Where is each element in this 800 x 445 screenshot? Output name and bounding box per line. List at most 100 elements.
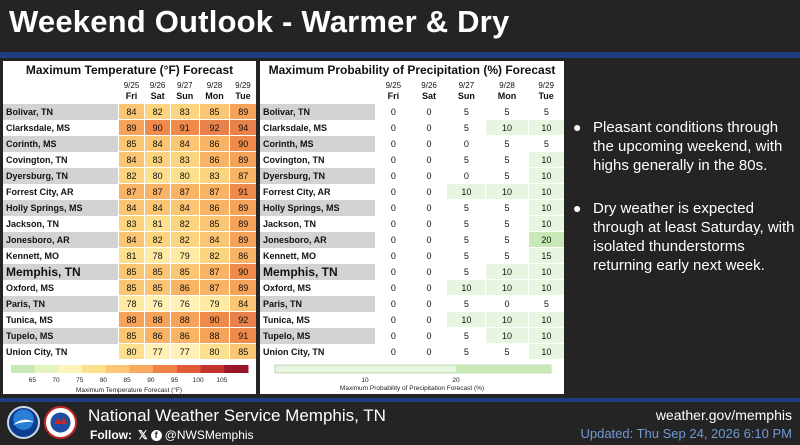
precip-legend-tick-20: 20 bbox=[452, 377, 460, 384]
temperature-cell: 82 bbox=[170, 215, 200, 232]
temperature-cell: 86 bbox=[198, 151, 230, 168]
table-row: Clarksdale, MS 0 0 5 10 10 bbox=[260, 119, 564, 136]
temp-legend-swatch bbox=[34, 365, 59, 373]
temp-legend-swatch bbox=[105, 365, 130, 373]
city-name: Tupelo, MS bbox=[3, 327, 119, 344]
city-name: Clarksdale, MS bbox=[6, 122, 71, 133]
facebook-icon[interactable]: f bbox=[150, 429, 162, 441]
precip-cell: 5 bbox=[485, 343, 529, 360]
precip-cell: 10 bbox=[446, 183, 486, 200]
temperature-cell: 85 bbox=[198, 104, 230, 120]
temperature-cell: 84 bbox=[170, 199, 200, 216]
precip-cell: 0 bbox=[375, 199, 412, 216]
city-name: Memphis, TN bbox=[260, 263, 376, 280]
day-header: 9/25 Fri bbox=[119, 78, 145, 104]
temperature-cell: 84 bbox=[144, 135, 171, 152]
temperature-cell: 80 bbox=[117, 343, 145, 360]
corner-cell bbox=[260, 78, 376, 104]
day-header: 9/29 Tue bbox=[230, 78, 256, 104]
precip-cell: 10 bbox=[485, 183, 529, 200]
temperature-cell: 89 bbox=[229, 151, 256, 168]
precip-cell: 5 bbox=[446, 247, 486, 264]
precip-cell: 0 bbox=[410, 263, 447, 280]
temperature-cell: 83 bbox=[198, 167, 230, 184]
table-row: Union City, TN 80 77 77 80 85 bbox=[3, 343, 256, 360]
temperature-cell: 87 bbox=[117, 183, 145, 200]
precipitation-panel: Maximum Probability of Precipitation (%)… bbox=[260, 61, 564, 394]
bullet-text: Dry weather is expected through at least… bbox=[593, 200, 795, 274]
date-label: 9/25 bbox=[385, 81, 402, 90]
table-row: Holly Springs, MS 84 84 84 86 89 bbox=[3, 199, 256, 216]
city-name: Paris, TN bbox=[260, 295, 376, 312]
precip-cell: 0 bbox=[410, 327, 447, 344]
precip-cell: 10 bbox=[527, 311, 564, 328]
bullet-text: Pleasant conditions through the upcoming… bbox=[593, 119, 783, 174]
day-label: Fri bbox=[125, 91, 138, 101]
temperature-cell: 84 bbox=[117, 104, 145, 120]
temperature-cell: 83 bbox=[144, 151, 171, 168]
day-label: Tue bbox=[235, 91, 251, 101]
website-link[interactable]: weather.gov/memphis bbox=[655, 407, 792, 423]
x-icon[interactable]: 𝕏 bbox=[138, 428, 148, 442]
city-name: Union City, TN bbox=[6, 346, 68, 357]
temperature-cell: 80 bbox=[170, 167, 200, 184]
temp-legend-swatch bbox=[224, 365, 249, 373]
temperature-cell: 91 bbox=[229, 327, 256, 344]
nws-logo-icon bbox=[44, 406, 77, 439]
precip-legend-tick-10: 10 bbox=[361, 377, 369, 384]
temperature-cell: 76 bbox=[144, 295, 171, 312]
table-row: Jackson, TN 83 81 82 85 89 bbox=[3, 215, 256, 232]
day-header: 9/26 Sat bbox=[411, 78, 447, 104]
temperature-cell: 84 bbox=[117, 199, 145, 216]
temperature-legend: 65 70 75 80 85 90 95 100 105 Maximum Temperature… bbox=[11, 365, 249, 394]
temperature-cell: 92 bbox=[229, 311, 256, 328]
temperature-cell: 77 bbox=[170, 343, 200, 360]
temperature-cell: 86 bbox=[229, 247, 256, 264]
temperature-cell: 80 bbox=[144, 167, 171, 184]
table-row: Jackson, TN 0 0 5 5 10 bbox=[260, 215, 564, 232]
table-row: Paris, TN 0 0 5 0 5 bbox=[260, 295, 564, 312]
city-name: Jackson, TN bbox=[6, 218, 60, 229]
precip-cell: 5 bbox=[527, 104, 564, 120]
precip-cell: 5 bbox=[527, 135, 564, 152]
table-row: Oxford, MS 85 85 86 87 89 bbox=[3, 279, 256, 296]
precip-cell: 5 bbox=[485, 231, 529, 248]
date-label: 9/25 bbox=[123, 81, 140, 90]
precip-cell: 5 bbox=[446, 327, 486, 344]
temperature-cell: 89 bbox=[229, 104, 256, 120]
social-handle-link[interactable]: @NWSMemphis bbox=[164, 428, 254, 442]
precip-cell: 0 bbox=[375, 183, 412, 200]
precip-cell: 0 bbox=[375, 104, 412, 120]
temperature-cell: 90 bbox=[198, 311, 230, 328]
city-name: Tunica, MS bbox=[263, 314, 310, 325]
temp-legend-tick: 65 bbox=[29, 377, 37, 384]
temperature-cell: 84 bbox=[144, 199, 171, 216]
temp-legend-tick: 95 bbox=[171, 377, 179, 384]
precip-legend-bar-20 bbox=[456, 365, 551, 373]
precip-cell: 10 bbox=[446, 279, 486, 296]
temperature-cell: 83 bbox=[117, 215, 145, 232]
temperature-legend-label: Maximum Temperature Forecast (°F) bbox=[76, 386, 182, 394]
updated-timestamp: Updated: Thu Sep 24, 2026 6:10 PM bbox=[580, 426, 792, 441]
city-name: Bolivar, TN bbox=[3, 104, 119, 120]
table-row: Holly Springs, MS 0 0 5 5 10 bbox=[260, 199, 564, 216]
precip-cell: 0 bbox=[375, 279, 412, 296]
precip-cell: 0 bbox=[375, 311, 412, 328]
date-label: 9/27 bbox=[458, 81, 475, 90]
precip-cell: 0 bbox=[485, 295, 529, 312]
temperature-cell: 85 bbox=[229, 343, 256, 360]
temperature-cell: 91 bbox=[170, 119, 200, 136]
day-header: 9/28 Mon bbox=[199, 78, 230, 104]
precip-cell: 5 bbox=[485, 247, 529, 264]
table-row: Memphis, TN 0 0 5 10 10 bbox=[260, 263, 564, 280]
precip-cell: 0 bbox=[375, 119, 412, 136]
city-name: Forrest City, AR bbox=[263, 186, 331, 197]
temperature-table: 9/25 Fri 9/26 Sat 9/27 Sun 9/28 Mon 9/29 Tue Boli… bbox=[3, 78, 256, 360]
city-name: Tupelo, MS bbox=[260, 327, 376, 344]
summary-bullets: ● Pleasant conditions through the upcomi… bbox=[571, 118, 796, 299]
noaa-bird-icon bbox=[13, 419, 34, 425]
city-name: Corinth, MS bbox=[260, 135, 376, 152]
table-row: Tunica, MS 0 0 10 10 10 bbox=[260, 311, 564, 328]
precip-cell: 0 bbox=[410, 135, 447, 152]
city-name: Oxford, MS bbox=[263, 282, 312, 293]
